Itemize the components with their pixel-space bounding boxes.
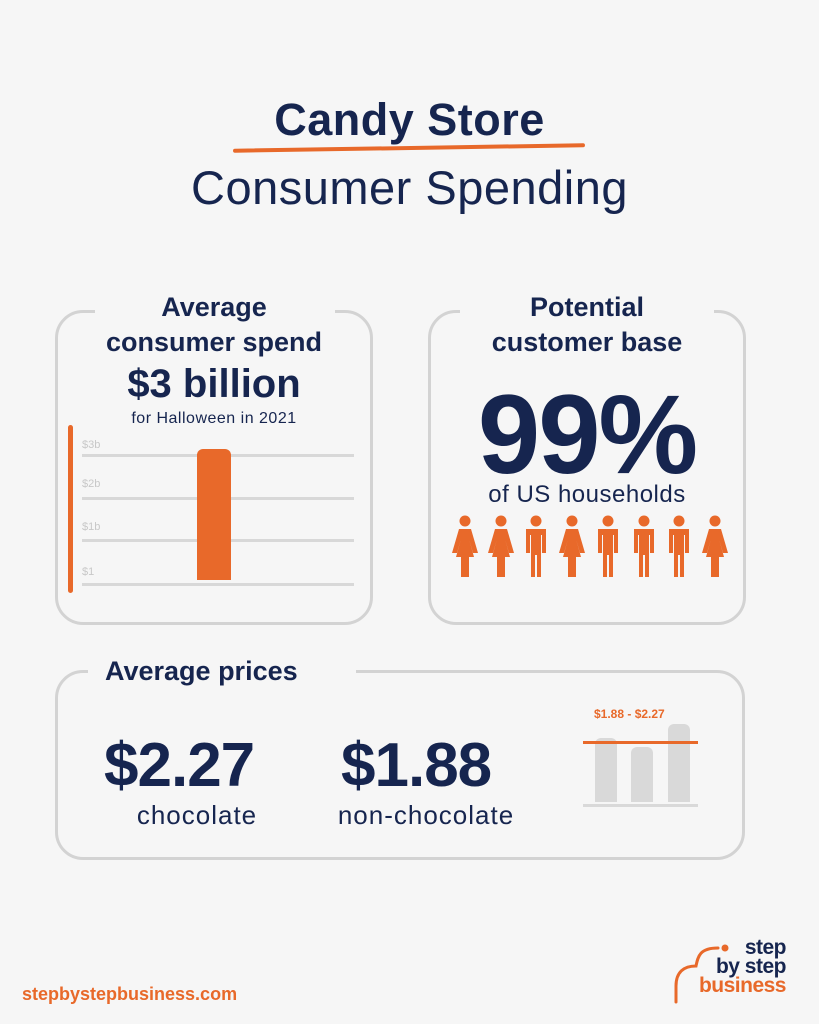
female-person-icon	[559, 515, 586, 577]
logo-line-2: by step	[715, 955, 787, 978]
card-border-gap	[460, 300, 714, 320]
female-person-icon	[701, 515, 728, 577]
footer-url[interactable]: stepbystepbusiness.com	[22, 984, 238, 1004]
logo-line-1: step	[744, 936, 787, 959]
prices-heading: Average prices	[105, 656, 298, 686]
title-line-2: Consumer Spending	[191, 161, 628, 214]
spend-heading-line2: consumer spend	[105, 327, 323, 357]
spend-stat: $3 billion	[127, 362, 301, 406]
logo-line-3: business	[698, 974, 787, 997]
customer-percentage: 99%	[477, 372, 698, 497]
mini-chart-baseline	[583, 804, 698, 807]
customer-heading-line1: Potential	[529, 292, 644, 322]
y-tick-2b: $2b	[82, 478, 101, 490]
y-tick-1b: $1b	[82, 521, 101, 533]
spend-heading: Average consumer spend	[55, 290, 373, 360]
card-border-gap	[88, 660, 356, 680]
customer-heading: Potential customer base	[428, 290, 746, 360]
customer-heading-line2: customer base	[491, 327, 683, 357]
y-tick-1: $1	[82, 566, 95, 578]
female-person-icon	[452, 515, 478, 577]
people-icons	[450, 515, 730, 577]
price-range-label: $1.88 - $2.27	[594, 707, 665, 721]
chocolate-price: $2.27	[104, 731, 255, 800]
customer-caption: of US households	[488, 481, 686, 508]
logo-arc-icon	[674, 944, 729, 1004]
spend-caption: for Halloween in 2021	[131, 410, 297, 427]
female-person-icon	[487, 515, 514, 577]
y-tick-3b: $3b	[82, 439, 101, 451]
mini-bar	[631, 747, 653, 802]
title-line-1: Candy Store	[274, 94, 545, 145]
male-person-icon	[633, 515, 654, 577]
chocolate-label: chocolate	[136, 800, 258, 830]
non-chocolate-label: non-chocolate	[337, 800, 515, 830]
gridline	[82, 583, 354, 586]
non-chocolate-price: $1.88	[341, 731, 492, 800]
mini-bar	[668, 724, 690, 802]
male-person-icon	[597, 515, 618, 577]
spend-bar	[197, 449, 231, 580]
chart-axis-accent	[68, 425, 73, 593]
brand-logo: step by step business	[670, 936, 800, 1004]
card-border-gap	[95, 300, 335, 320]
male-person-icon	[669, 515, 690, 577]
male-person-icon	[526, 515, 547, 577]
price-range-line	[583, 741, 698, 744]
average-prices-card	[55, 670, 745, 860]
mini-bar	[595, 738, 617, 802]
spend-heading-line1: Average	[161, 292, 267, 322]
